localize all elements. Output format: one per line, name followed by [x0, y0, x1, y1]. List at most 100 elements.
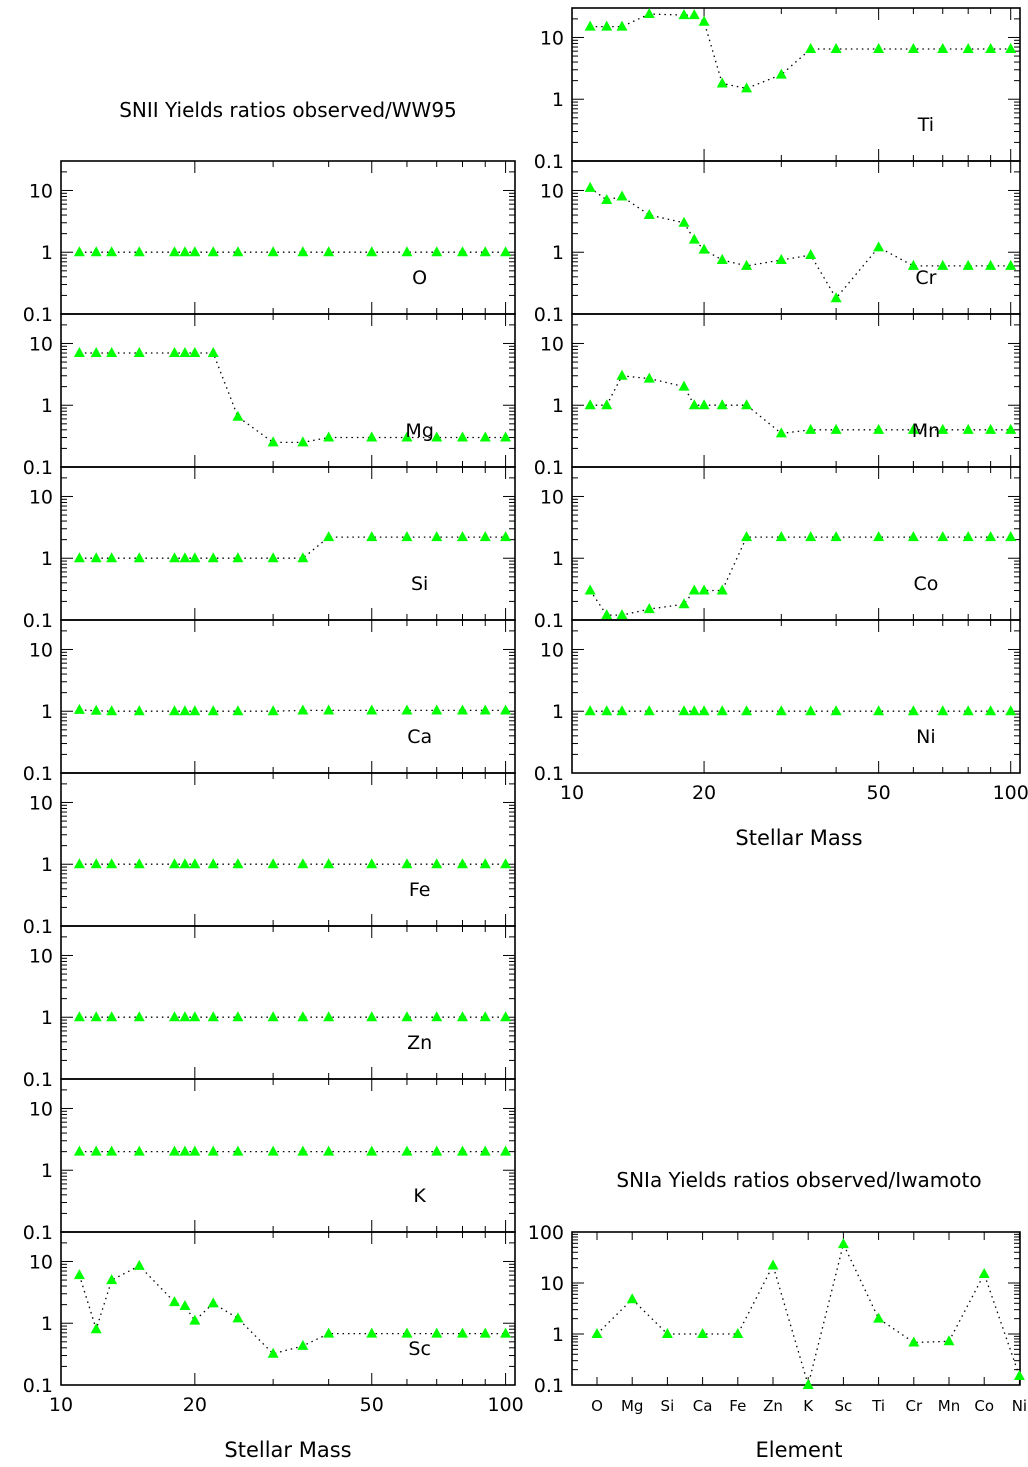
point-Fe — [168, 858, 180, 869]
y-tick-label: 1 — [41, 701, 53, 723]
point-O — [90, 246, 102, 257]
snia-x-tick-label: Mg — [621, 1397, 643, 1415]
y-tick-label: 0.1 — [534, 610, 564, 632]
y-tick-label: 10 — [540, 333, 564, 355]
panel-label-Ni: Ni — [916, 726, 936, 748]
panel-label-Cr: Cr — [915, 267, 936, 289]
point-Si — [323, 531, 335, 542]
point-K — [267, 1145, 279, 1156]
snia-point-Si — [661, 1328, 673, 1338]
point-Ni — [678, 705, 690, 716]
point-O — [179, 246, 191, 257]
snia-point-Cr — [908, 1336, 920, 1347]
y-tick-label: 1 — [41, 242, 53, 264]
point-K — [323, 1145, 335, 1156]
point-Fe — [106, 858, 118, 869]
y-tick-label: 1 — [41, 854, 53, 876]
point-Cr — [1005, 259, 1017, 270]
point-Zn — [189, 1011, 201, 1022]
point-Mg — [73, 347, 85, 358]
point-O — [267, 246, 279, 257]
point-Ca — [366, 704, 378, 715]
point-Si — [366, 531, 378, 542]
point-K — [401, 1145, 413, 1156]
point-Ni — [643, 705, 655, 716]
x-tick-label: 10 — [560, 782, 584, 804]
snii-panels: 0.1110O0.1110Mg0.1110Si0.1110Ca0.1110Fe0… — [23, 7, 1028, 1416]
panel-label-Si: Si — [411, 573, 428, 595]
point-Ni — [830, 705, 842, 716]
snia-point-Mn — [943, 1335, 955, 1346]
panel-label-Mn: Mn — [912, 420, 940, 442]
point-Zn — [207, 1011, 219, 1022]
panel-label-Sc: Sc — [408, 1338, 431, 1360]
point-Mg — [207, 347, 219, 358]
point-Mn — [873, 423, 885, 434]
y-tick-label: 0.1 — [23, 610, 53, 632]
point-O — [479, 246, 491, 257]
point-Sc — [297, 1339, 309, 1350]
point-Co — [907, 531, 919, 542]
point-Ca — [90, 704, 102, 715]
point-Fe — [90, 858, 102, 869]
panel-Ni: 0.1 1 10 10 20 50 100 Ni — [534, 619, 1028, 804]
point-Ca — [267, 705, 279, 716]
point-Sc — [168, 1296, 180, 1307]
point-O — [73, 246, 85, 257]
point-Sc — [207, 1297, 219, 1308]
point-K — [73, 1145, 85, 1156]
point-Ni — [616, 705, 628, 716]
point-Ca — [207, 705, 219, 716]
point-Ni — [962, 705, 974, 716]
point-Ca — [179, 705, 191, 716]
snia-x-tick-label: Ni — [1012, 1397, 1027, 1415]
point-O — [500, 246, 512, 257]
point-Si — [133, 552, 145, 563]
series-line-Sc — [78, 1265, 506, 1355]
point-Ti — [584, 20, 596, 31]
point-Fe — [133, 858, 145, 869]
point-Mn — [805, 423, 817, 434]
point-Ca — [500, 704, 512, 715]
point-Cr — [962, 259, 974, 270]
x-tick-label: 20 — [692, 782, 716, 804]
snia-point-Zn — [767, 1259, 779, 1270]
x-tick-label: 100 — [993, 782, 1028, 804]
point-Co — [616, 609, 628, 620]
y-tick-label: 0.1 — [534, 151, 564, 173]
y-tick-label: 10 — [29, 639, 53, 661]
snia-point-Sc — [837, 1238, 849, 1249]
point-Mg — [90, 347, 102, 358]
y-tick-label: 10 — [540, 180, 564, 202]
point-Fe — [479, 858, 491, 869]
point-Ni — [1005, 705, 1017, 716]
point-Mn — [716, 399, 728, 410]
point-Co — [643, 603, 655, 614]
point-Ti — [616, 20, 628, 31]
panel-label-Mg: Mg — [405, 420, 433, 442]
point-Mg — [366, 431, 378, 442]
panel-label-K: K — [413, 1185, 426, 1207]
point-Mg — [323, 431, 335, 442]
y-tick-label: 10 — [29, 1251, 53, 1273]
y-tick-label: 10 — [29, 792, 53, 814]
point-Ti — [775, 68, 787, 79]
point-Ti — [643, 7, 655, 18]
y-tick-label: 0.1 — [23, 1222, 53, 1244]
point-Ti — [985, 43, 997, 54]
point-Zn — [73, 1011, 85, 1022]
snia-point-Ti — [873, 1312, 885, 1323]
y-tick-label: 1 — [552, 701, 564, 723]
point-Ca — [297, 704, 309, 715]
point-Sc — [267, 1347, 279, 1358]
panel-label-Ti: Ti — [917, 114, 934, 136]
point-K — [179, 1145, 191, 1156]
x-tick-label: 100 — [487, 1394, 523, 1416]
point-Ti — [873, 43, 885, 54]
point-Zn — [401, 1011, 413, 1022]
point-Fe — [73, 858, 85, 869]
point-Sc — [106, 1274, 118, 1285]
point-Co — [601, 609, 613, 620]
point-O — [297, 246, 309, 257]
y-tick-label: 10 — [29, 333, 53, 355]
